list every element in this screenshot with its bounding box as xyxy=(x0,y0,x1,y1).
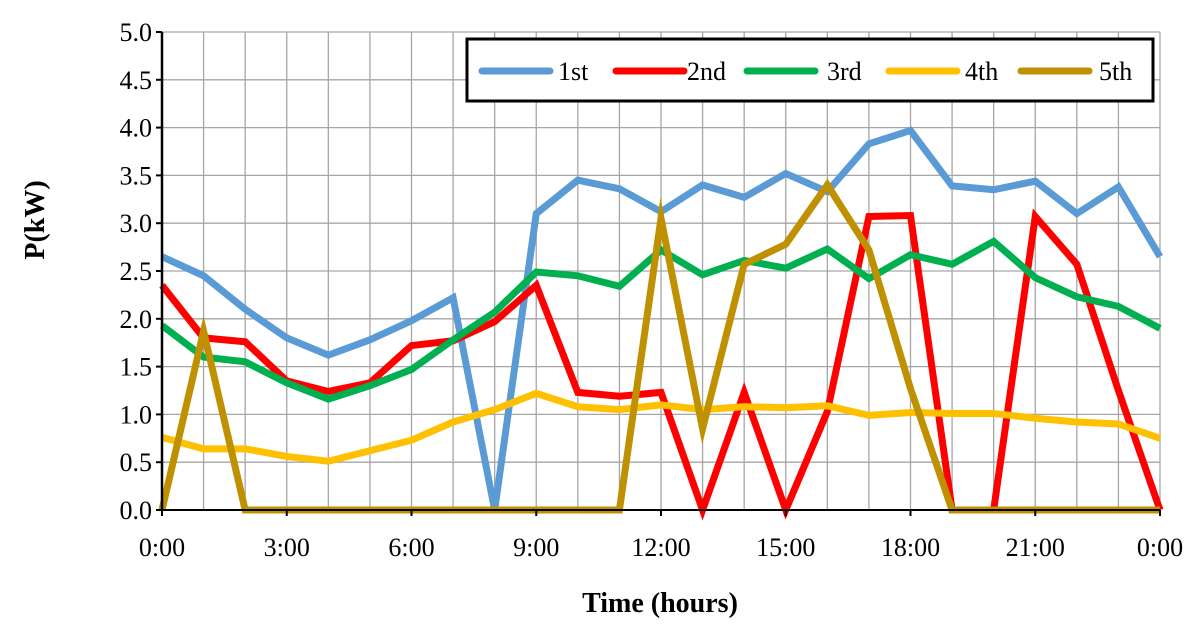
y-tick-label: 5.0 xyxy=(120,18,153,47)
y-tick-label: 4.0 xyxy=(120,114,153,143)
y-tick-label: 3.0 xyxy=(120,209,153,238)
y-tick-label: 2.0 xyxy=(120,305,153,334)
legend-label-4th: 4th xyxy=(965,57,998,86)
legend-label-1st: 1st xyxy=(558,57,589,86)
series-line-4th xyxy=(161,389,1162,465)
legend-label-2nd: 2nd xyxy=(687,57,726,86)
y-tick-label: 1.5 xyxy=(120,353,153,382)
x-tick-label: 0:00 xyxy=(139,533,185,562)
x-tick-label: 6:00 xyxy=(388,533,434,562)
y-tick-label: 0.0 xyxy=(120,496,153,525)
x-axis-title: Time (hours) xyxy=(582,588,738,619)
x-tick-label: 21:00 xyxy=(1006,533,1065,562)
y-tick-label: 2.5 xyxy=(120,257,153,286)
y-tick-labels: 0.0 0.5 1.0 1.5 2.0 2.5 3.0 3.5 4.0 4.5 5.0 xyxy=(120,18,153,525)
series-line-3rd xyxy=(159,237,1162,403)
legend-label-3rd: 3rd xyxy=(827,57,862,86)
x-tick-label: 15:00 xyxy=(756,533,815,562)
y-tick-label: 0.5 xyxy=(120,448,153,477)
x-tick-labels: 0:00 3:00 6:00 9:00 12:00 15:00 18:00 21:00 0:00 xyxy=(139,533,1183,562)
y-tick-label: 3.5 xyxy=(120,161,153,190)
legend-label-5th: 5th xyxy=(1099,57,1132,86)
x-tick-label: 9:00 xyxy=(513,533,559,562)
x-tick-label: 12:00 xyxy=(631,533,690,562)
x-tick-label: 18:00 xyxy=(881,533,940,562)
axes xyxy=(156,31,1161,516)
y-tick-label: 1.0 xyxy=(120,400,153,429)
x-tick-label: 3:00 xyxy=(264,533,310,562)
y-axis-title: P(kW) xyxy=(20,180,51,259)
legend: 1st 2nd 3rd 4th 5th xyxy=(465,37,1155,103)
grid xyxy=(161,31,1161,511)
y-tick-label: 4.5 xyxy=(120,66,153,95)
x-tick-label: 0:00 xyxy=(1137,533,1183,562)
